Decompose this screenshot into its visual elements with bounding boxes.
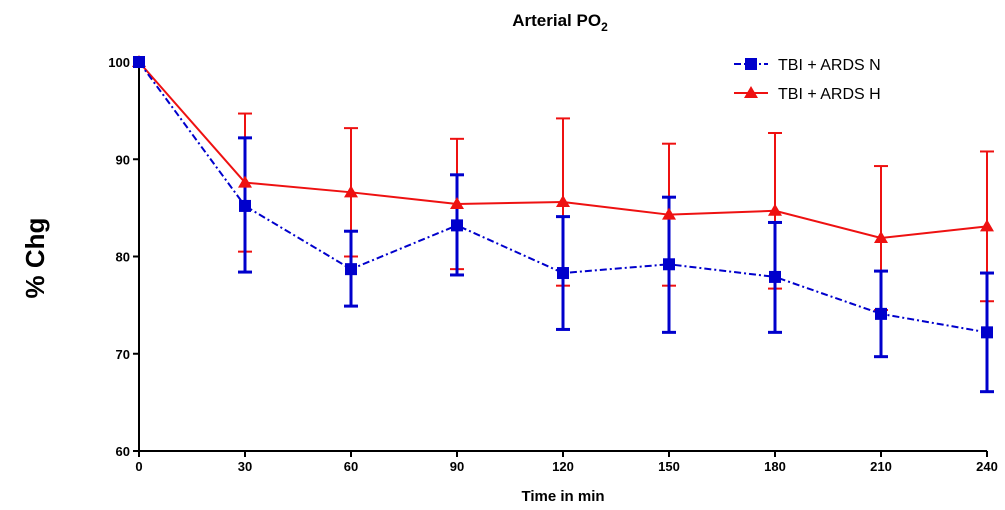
data-point-square <box>345 263 357 276</box>
data-point-triangle <box>450 196 464 209</box>
data-point-triangle <box>980 219 994 232</box>
data-point-triangle <box>662 207 676 220</box>
y-tick-label: 80 <box>116 250 130 265</box>
axes: 60 70 80 90 100 0 30 60 90 120 150 180 210 240 <box>108 55 998 474</box>
x-tick-label: 90 <box>450 459 464 474</box>
x-tick-label: 120 <box>552 459 574 474</box>
x-tick-label: 30 <box>238 459 252 474</box>
data-point-triangle <box>556 195 570 208</box>
data-point-square <box>133 56 145 68</box>
legend-label: TBI + ARDS N <box>778 57 881 74</box>
x-tick-label: 180 <box>764 459 786 474</box>
x-tick-label: 150 <box>658 459 680 474</box>
x-tick-label: 240 <box>976 459 998 474</box>
legend-label: TBI + ARDS H <box>778 86 881 103</box>
chart-title: Arterial PO2 <box>512 11 608 34</box>
data-point-square <box>239 199 251 212</box>
y-tick-label: 100 <box>108 55 130 70</box>
y-tick-label: 70 <box>116 347 130 362</box>
error-bars <box>238 112 994 394</box>
data-point-square <box>557 267 569 280</box>
x-tick-label: 60 <box>344 459 358 474</box>
y-tick-label: 90 <box>116 152 130 167</box>
y-tick-label: 60 <box>116 444 130 459</box>
legend-marker-triangle <box>744 86 758 98</box>
data-point-triangle <box>238 175 252 188</box>
data-point-square <box>769 270 781 283</box>
data-point-triangle <box>874 231 888 244</box>
series-markers <box>132 55 994 339</box>
data-point-square <box>451 219 463 232</box>
data-point-square <box>663 258 675 271</box>
x-tick-label: 210 <box>870 459 892 474</box>
legend: TBI + ARDS N TBI + ARDS H <box>734 57 881 103</box>
y-axis-label: % Chg <box>20 218 50 299</box>
data-point-square <box>875 307 887 320</box>
x-axis-label: Time in min <box>521 488 604 505</box>
data-point-square <box>981 326 993 339</box>
data-point-triangle <box>344 185 358 198</box>
data-point-triangle <box>768 203 782 216</box>
series-line-square <box>138 61 988 334</box>
legend-marker-square <box>745 58 757 70</box>
x-tick-label: 0 <box>135 459 142 474</box>
